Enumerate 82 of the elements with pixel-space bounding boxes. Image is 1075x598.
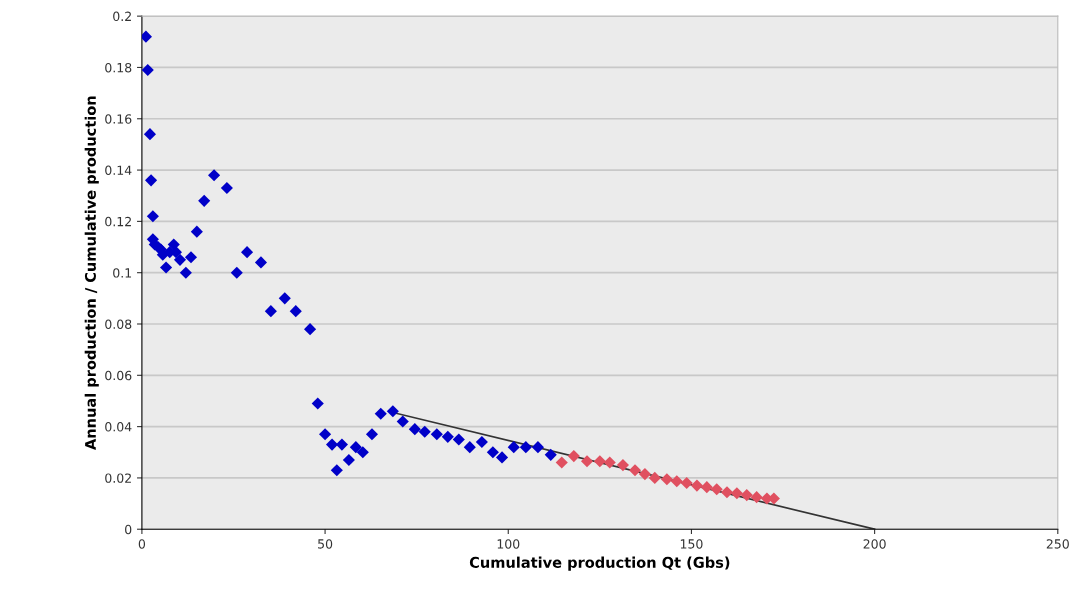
y-axis-title: Annual production / Cumulative production — [84, 96, 99, 450]
point — [710, 483, 723, 496]
x-tick-label: 100 — [497, 539, 520, 549]
point — [198, 194, 211, 207]
point — [374, 407, 387, 420]
point — [173, 253, 187, 266]
y-tick-label: 0.08 — [105, 319, 132, 329]
x-tick-label: 250 — [1046, 539, 1069, 549]
point — [179, 266, 192, 279]
y-tick-label: 0 — [125, 524, 132, 535]
point — [616, 459, 629, 472]
y-tick-label: 0.1 — [113, 268, 132, 278]
point — [690, 479, 703, 492]
point — [495, 451, 509, 464]
point — [254, 256, 268, 269]
point — [278, 292, 291, 305]
point — [628, 464, 642, 477]
point — [289, 305, 302, 318]
point — [264, 305, 277, 318]
point — [555, 456, 568, 469]
x-tick-label: 150 — [680, 539, 703, 549]
point — [160, 261, 173, 274]
point — [208, 169, 221, 182]
point — [365, 428, 379, 441]
point — [638, 468, 651, 481]
point — [660, 473, 673, 486]
point — [544, 448, 557, 461]
y-tick-label: 0.18 — [105, 62, 132, 73]
point — [356, 446, 369, 459]
x-tick-label: 0 — [138, 539, 146, 549]
point — [441, 430, 454, 443]
point — [648, 471, 661, 484]
point — [240, 246, 254, 259]
point — [304, 323, 317, 336]
y-tick-label: 0.14 — [105, 165, 132, 175]
point — [603, 456, 616, 469]
point — [141, 30, 152, 43]
point — [700, 481, 713, 494]
point — [740, 489, 753, 502]
point — [190, 225, 203, 238]
point — [720, 486, 734, 499]
point — [680, 477, 693, 490]
x-tick-label: 200 — [863, 539, 886, 549]
point — [184, 251, 198, 264]
point — [408, 423, 421, 436]
point — [230, 266, 243, 279]
point — [145, 174, 158, 187]
point — [143, 128, 157, 141]
point — [330, 464, 343, 477]
y-tick-label: 0.2 — [113, 11, 131, 22]
point — [325, 438, 339, 451]
y-tick-label: 0.04 — [105, 422, 132, 432]
y-tick-label: 0.16 — [105, 114, 132, 124]
point — [146, 210, 159, 223]
point — [670, 475, 683, 488]
point — [463, 441, 476, 454]
point — [486, 446, 499, 459]
point — [507, 441, 520, 454]
point — [319, 428, 332, 441]
x-axis-title: Cumulative production Qt (Gbs) — [469, 556, 730, 571]
point — [730, 487, 743, 500]
point — [396, 415, 409, 428]
point — [567, 450, 580, 463]
point — [418, 425, 431, 438]
point — [531, 441, 544, 454]
point — [349, 441, 362, 454]
point — [580, 455, 594, 468]
x-tick-label: 50 — [318, 539, 333, 549]
point — [430, 428, 443, 441]
y-tick-label: 0.02 — [105, 473, 131, 483]
point — [750, 491, 763, 504]
point — [386, 405, 399, 418]
y-tick-label: 0.06 — [105, 370, 132, 381]
y-tick-label: 0.12 — [105, 216, 131, 227]
point — [311, 397, 324, 410]
point — [519, 441, 532, 454]
point — [593, 455, 606, 468]
point — [475, 435, 488, 449]
point — [342, 453, 355, 467]
point — [220, 181, 233, 195]
point — [141, 63, 154, 77]
point — [452, 433, 465, 446]
